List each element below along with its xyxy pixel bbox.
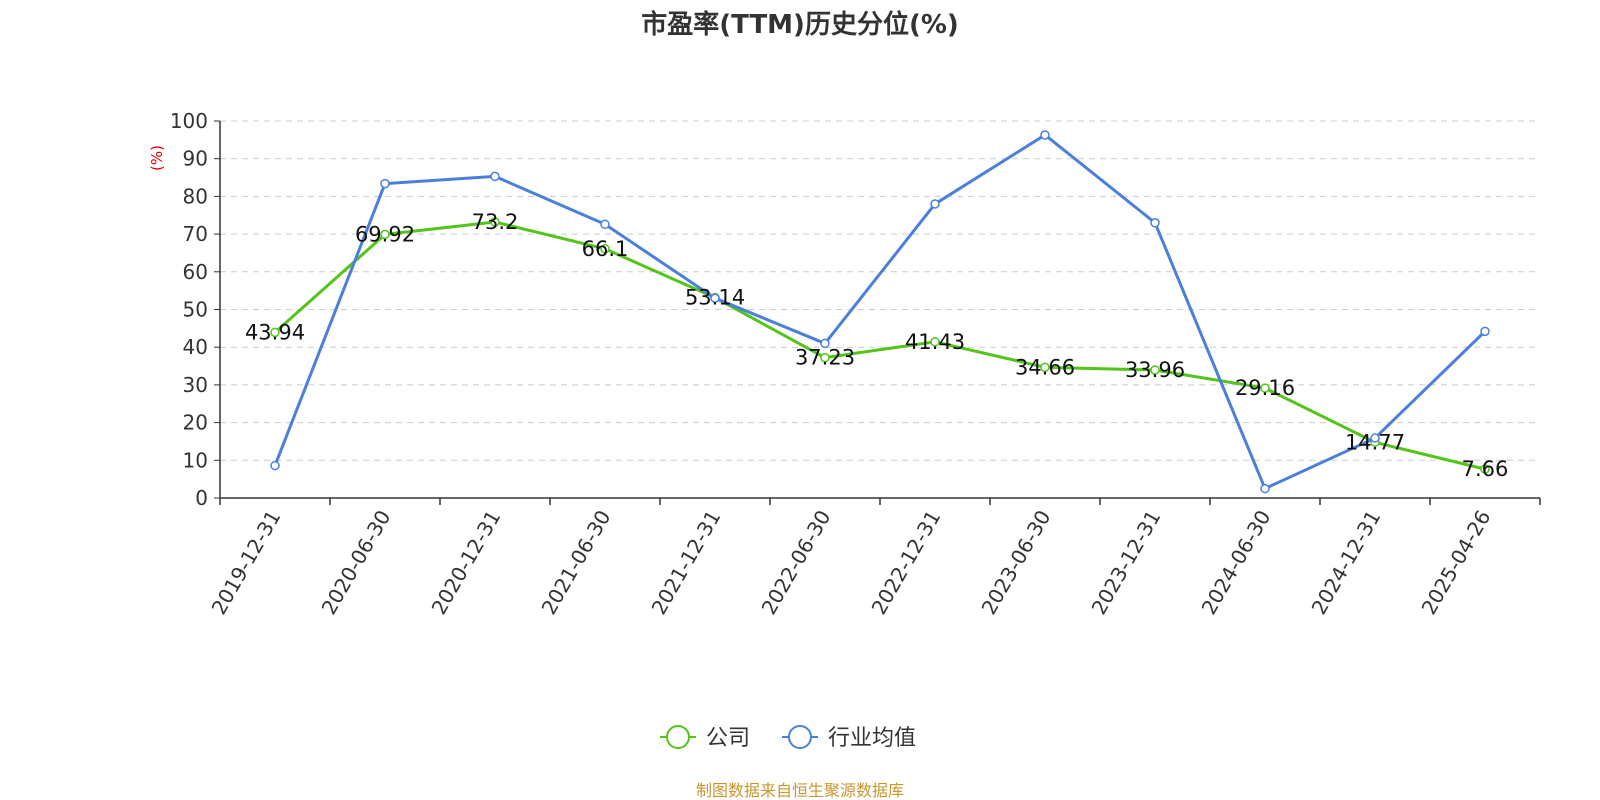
series-line-0 [274, 220, 1486, 471]
data-point [820, 338, 830, 349]
data-label: 14.77 [1345, 430, 1405, 454]
data-point [380, 178, 390, 189]
x-tick-label: 2020-06-30 [316, 506, 395, 619]
data-point [1150, 365, 1160, 375]
data-label: 41.43 [905, 330, 965, 354]
data-label: 73.2 [472, 210, 519, 234]
x-tick-label: 2021-12-31 [646, 506, 725, 619]
x-tick-label: 2020-12-31 [426, 506, 505, 619]
data-point [820, 352, 830, 363]
data-point [1480, 326, 1490, 337]
x-tick-label: 2023-12-31 [1086, 506, 1165, 619]
data-point [600, 244, 610, 254]
data-point [930, 337, 940, 347]
legend-label: 行业均值 [828, 726, 916, 751]
chart-title: 市盈率(TTM)历史分位(%) [641, 9, 959, 40]
data-label: 43.94 [245, 320, 305, 344]
legend-marker [788, 725, 812, 749]
data-point [600, 219, 610, 230]
x-tick-label: 2021-06-30 [536, 506, 615, 619]
data-labels: 43.94 69.92 73.2 66.1 53.14 37.23 41.43 34.66 33… [245, 210, 1508, 481]
data-label: 7.66 [1462, 457, 1509, 481]
y-tick-label: 30 [183, 373, 208, 397]
x-tick-label: 2024-06-30 [1196, 506, 1275, 619]
legend-label: 公司 [706, 726, 750, 751]
series-line-1 [273, 133, 1487, 491]
x-tick-label: 2022-06-30 [756, 506, 835, 619]
series-lines [270, 130, 1490, 494]
y-axis-label: (%) [148, 145, 166, 171]
y-tick-label: 10 [183, 448, 208, 472]
data-point [380, 229, 390, 240]
data-label: 69.92 [355, 222, 415, 246]
y-tick-label: 20 [183, 411, 208, 435]
legend-item-0: 公司 [660, 725, 750, 751]
data-label: 53.14 [685, 286, 745, 310]
grid-lines [220, 120, 1540, 461]
x-tick-label: 2023-06-30 [976, 506, 1055, 619]
legend-item-1: 行业均值 [782, 725, 916, 751]
data-point [490, 217, 500, 227]
data-point [1040, 362, 1050, 373]
data-point [1040, 130, 1050, 140]
y-tick-label: 0 [195, 486, 208, 510]
y-tick-label: 40 [183, 335, 208, 359]
source-note: 制图数据来自恒生聚源数据库 [696, 781, 904, 800]
data-point [710, 293, 720, 303]
data-point [1260, 483, 1270, 494]
y-tick-label: 70 [183, 222, 208, 246]
x-tick-label: 2022-12-31 [866, 506, 945, 619]
y-tick-label: 80 [183, 184, 208, 208]
x-tick-label: 2024-12-31 [1306, 506, 1385, 619]
y-tick-label: 50 [183, 298, 208, 322]
data-point [1370, 433, 1380, 443]
data-point [1480, 464, 1490, 474]
data-label: 66.1 [582, 237, 629, 261]
x-tick-label: 2025-04-26 [1416, 506, 1495, 619]
y-tick-label: 100 [170, 109, 208, 133]
legend-marker [666, 725, 690, 749]
x-tick-label: 2019-12-31 [206, 506, 285, 619]
data-label: 33.96 [1125, 358, 1185, 382]
y-tick-label: 60 [183, 260, 208, 284]
data-point [270, 460, 280, 471]
data-point [1150, 218, 1160, 228]
data-label: 37.23 [795, 346, 855, 370]
data-point [490, 171, 500, 182]
data-point [270, 327, 280, 338]
data-label: 29.16 [1235, 376, 1295, 400]
y-tick-label: 90 [183, 147, 208, 171]
data-label: 34.66 [1015, 355, 1075, 379]
legend: 公司 行业均值 [660, 725, 916, 751]
data-point [1260, 383, 1270, 393]
data-point [930, 199, 940, 209]
